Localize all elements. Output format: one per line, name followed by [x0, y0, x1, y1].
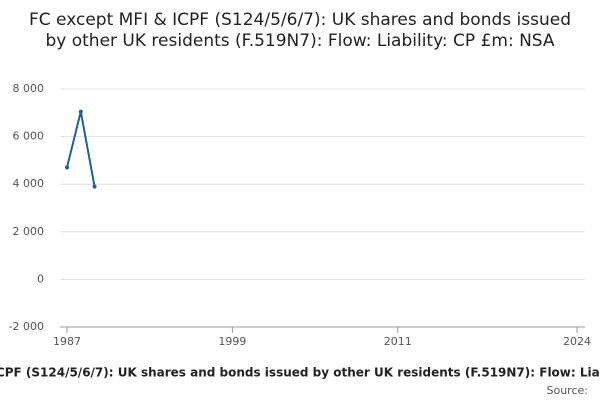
point	[65, 165, 69, 170]
x-axis-label: FC except MFI & ICPF (S124/5/6/7): UK sh…	[0, 366, 600, 380]
point	[92, 184, 97, 189]
line	[66, 111, 96, 187]
y-tick-label: 8 000	[13, 82, 45, 95]
y-tick-label: 0	[37, 272, 44, 285]
y-tick-label: -2 000	[9, 320, 44, 333]
y-tick-label: 2 000	[13, 225, 45, 238]
y-tick-label: 6 000	[13, 130, 45, 143]
y-tick-label: 4 000	[13, 177, 45, 190]
x-tick-label: 2024	[563, 335, 591, 348]
point	[78, 109, 83, 114]
chart-title: FC except MFI & ICPF (S124/5/6/7): UK sh…	[29, 10, 571, 51]
source: Source:	[547, 384, 589, 397]
x-tick-label: 1987	[53, 335, 81, 348]
x-tick-label: 2011	[384, 335, 412, 348]
x-tick-label: 1999	[218, 335, 246, 348]
